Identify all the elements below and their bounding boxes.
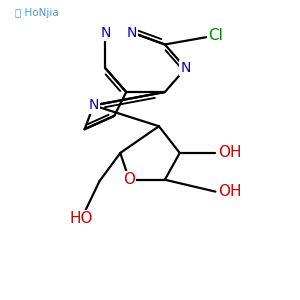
Text: HO: HO	[70, 211, 93, 226]
Text: OH: OH	[218, 184, 242, 199]
Text: N: N	[100, 26, 111, 40]
Text: Cl: Cl	[208, 28, 223, 43]
Text: N: N	[88, 98, 99, 112]
Text: OH: OH	[218, 146, 242, 160]
Text: Ⓚ HoNjia: Ⓚ HoNjia	[15, 8, 59, 18]
Text: O: O	[123, 172, 135, 187]
Text: N: N	[181, 61, 191, 75]
Text: N: N	[127, 26, 137, 40]
